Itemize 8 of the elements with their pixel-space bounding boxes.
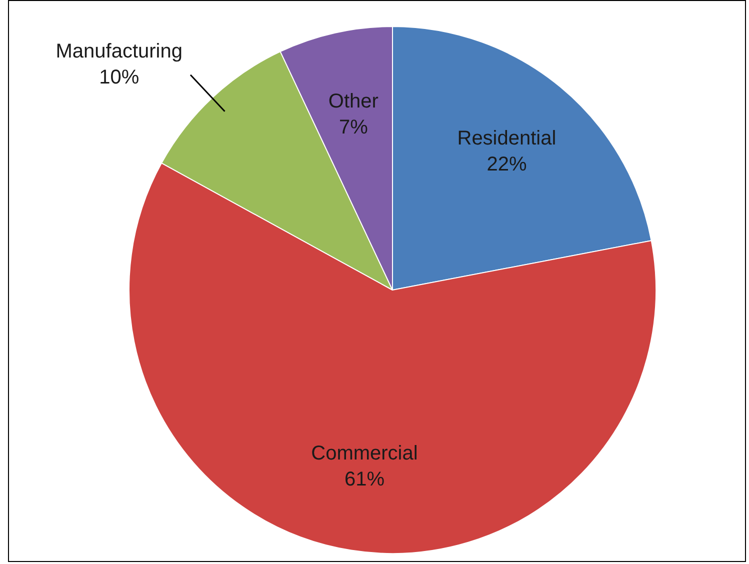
data-label: 22% (486, 153, 527, 176)
slice-label: Commercial (311, 442, 418, 464)
data-label: 7% (338, 116, 368, 139)
slice-label: Residential (457, 127, 556, 150)
data-label: 61% (344, 468, 385, 490)
data-label: 10% (99, 66, 140, 88)
slice-label: Other (328, 90, 379, 113)
slice-label: Manufacturing (56, 40, 182, 62)
